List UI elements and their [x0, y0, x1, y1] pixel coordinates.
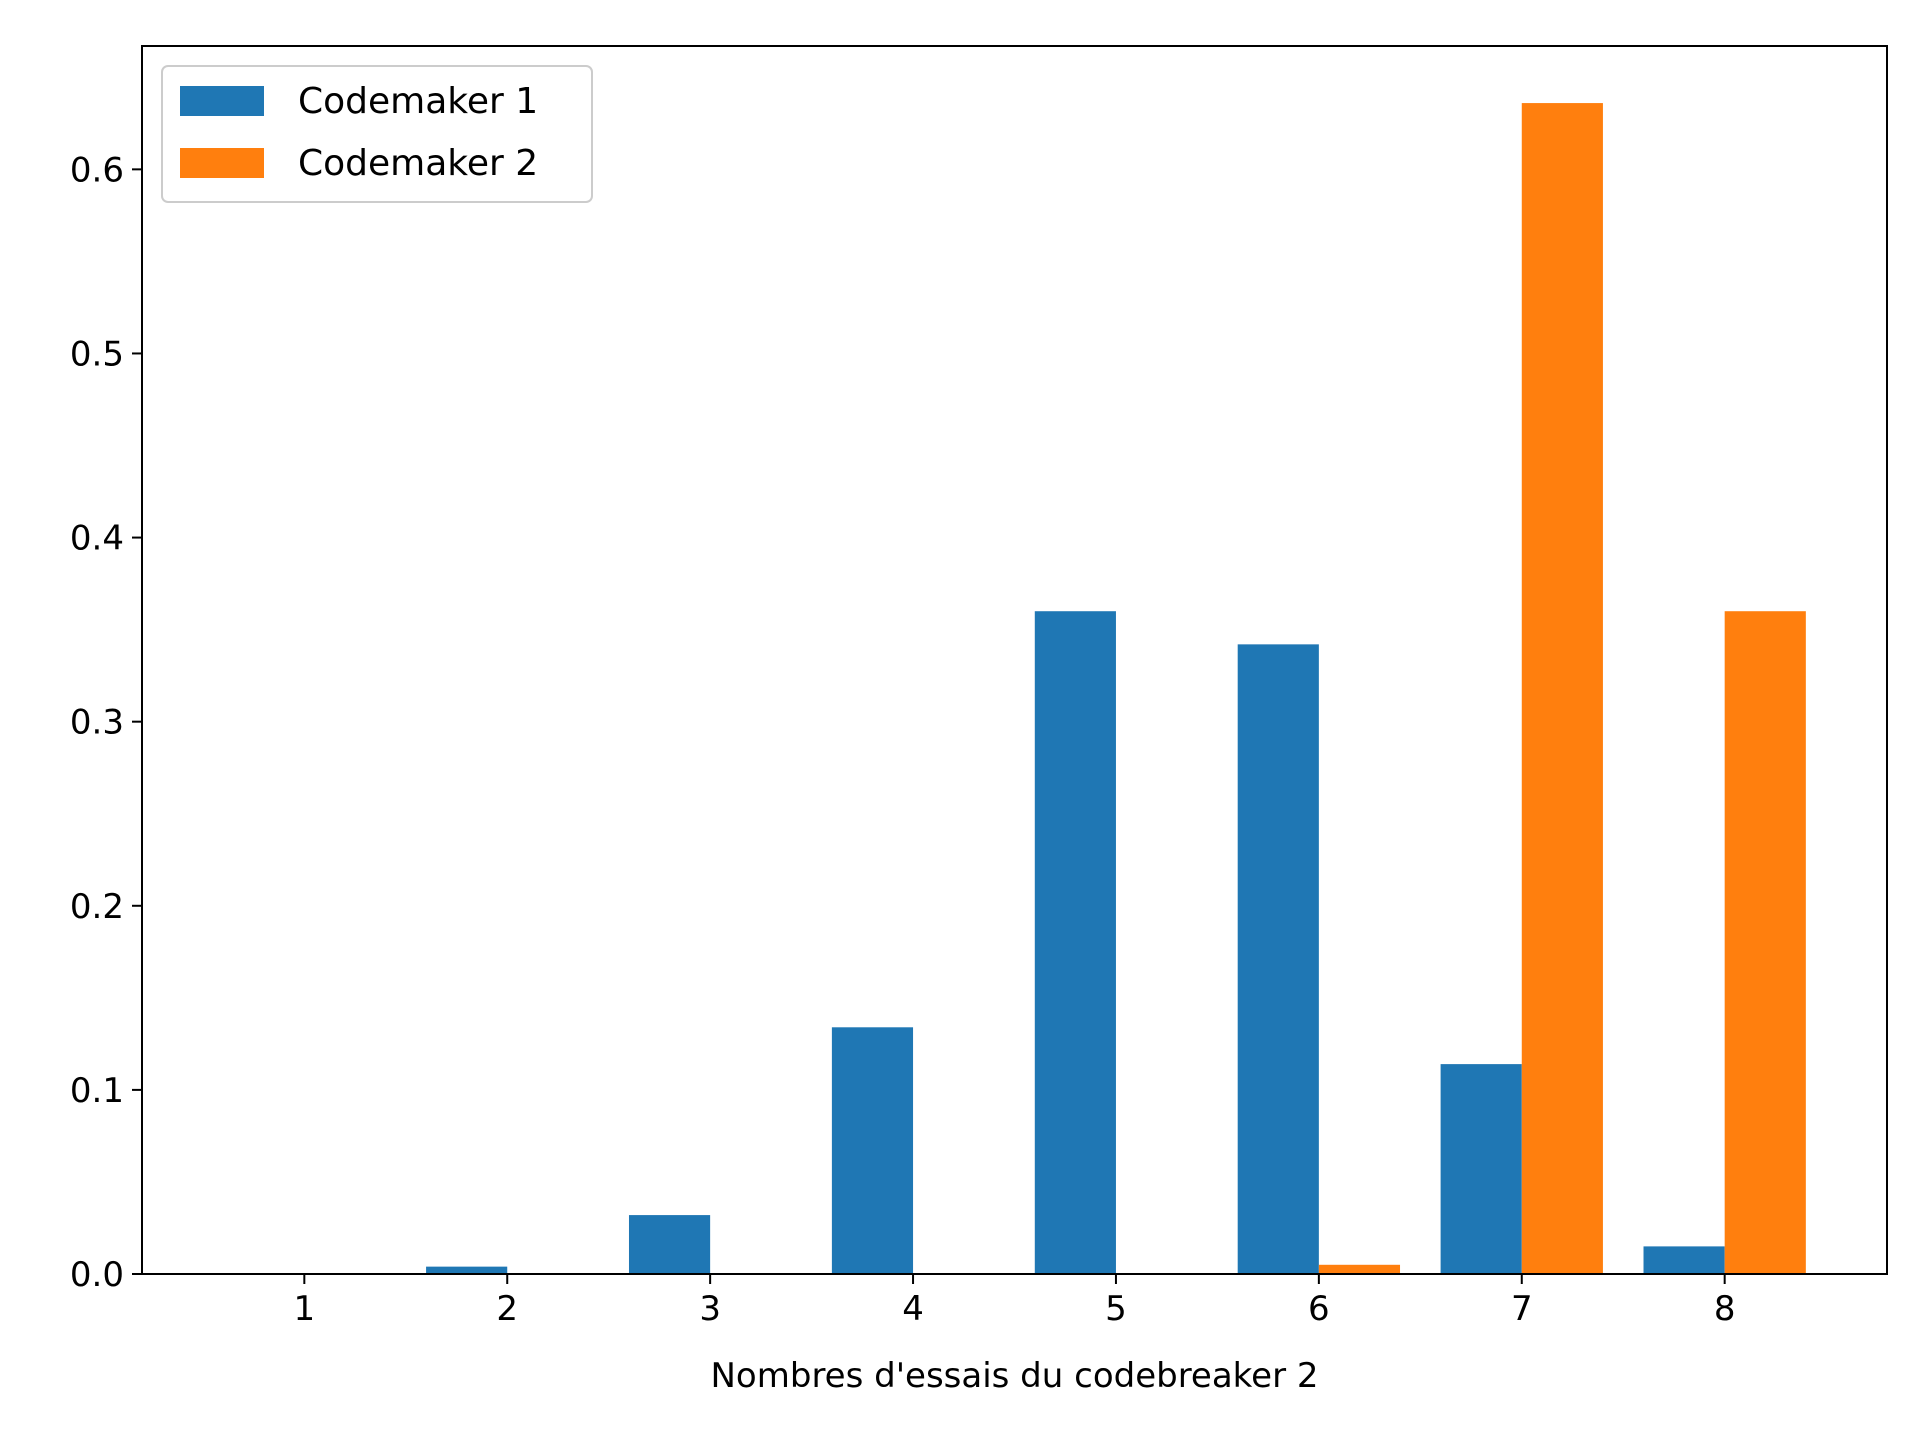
- x-tick-label: 1: [294, 1289, 316, 1329]
- bar-1-5: [1034, 611, 1116, 1274]
- legend-box: [161, 65, 593, 203]
- x-tick-label: 8: [1714, 1289, 1736, 1329]
- bar-1-6: [1237, 644, 1319, 1274]
- bar-2-8: [1724, 611, 1806, 1274]
- x-tick-label: 7: [1511, 1289, 1533, 1329]
- y-tick-label: 0.0: [70, 1255, 124, 1295]
- plot-frame: [141, 45, 1888, 1275]
- x-tick-label: 4: [902, 1289, 924, 1329]
- y-tick-label: 0.2: [70, 887, 124, 927]
- bar-1-4: [831, 1027, 914, 1274]
- y-axis: 0.0 0.1 0.2 0.3 0.4 0.5 0.6: [70, 150, 142, 1295]
- y-tick-label: 0.6: [70, 150, 124, 190]
- bar-1-8: [1643, 1246, 1725, 1274]
- x-tick-label: 5: [1105, 1289, 1127, 1329]
- bar-2-6: [1318, 1264, 1401, 1274]
- bars-layer: [426, 103, 1806, 1274]
- bar-1-3: [628, 1215, 711, 1274]
- legend-swatch-2: [180, 148, 264, 178]
- bar-1-7: [1440, 1064, 1522, 1274]
- legend: Codemaker 1 Codemaker 2: [161, 65, 593, 203]
- bar-1-2: [426, 1266, 508, 1274]
- y-tick-label: 0.1: [70, 1071, 124, 1111]
- x-axis: 1 2 3 4 5 6 7 8: [294, 1274, 1736, 1329]
- x-tick-label: 6: [1308, 1289, 1330, 1329]
- y-tick-label: 0.5: [70, 334, 124, 374]
- legend-label-2: Codemaker 2: [298, 143, 538, 184]
- y-tick-label: 0.3: [70, 703, 124, 743]
- x-tick-label: 3: [699, 1289, 721, 1329]
- x-tick-label: 2: [496, 1289, 518, 1329]
- x-axis-label: Nombres d'essais du codebreaker 2: [711, 1356, 1319, 1396]
- legend-label-1: Codemaker 1: [298, 81, 538, 122]
- y-tick-label: 0.4: [70, 519, 124, 559]
- legend-swatch-1: [180, 86, 264, 116]
- bar-2-7: [1521, 103, 1603, 1274]
